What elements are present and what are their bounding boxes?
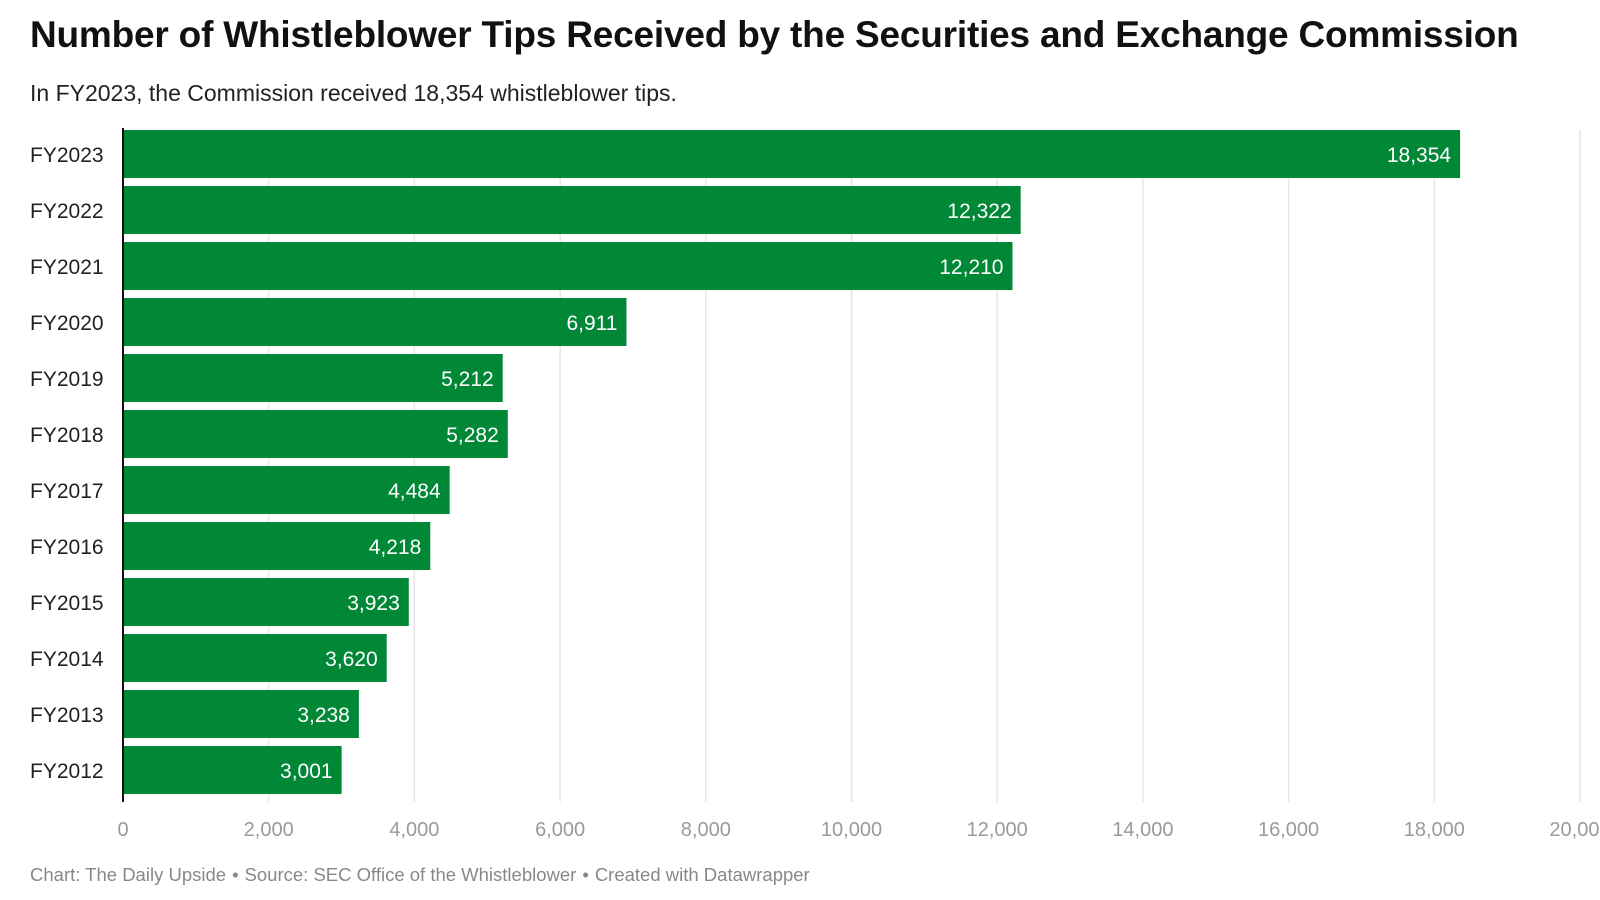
chart-title: Number of Whistleblower Tips Received by… [30,14,1519,55]
bar-value-label: 4,484 [388,480,441,503]
category-label: FY2016 [30,536,104,559]
x-tick-label: 0 [117,819,128,840]
bar [123,690,359,738]
bar-value-label: 12,210 [939,256,1003,279]
source-credit: Source: SEC Office of the Whistleblower [244,864,577,885]
x-tick-label: 2,000 [244,819,294,840]
bar-value-label: 6,911 [566,312,617,335]
bar-chart: 18,354 FY2023 12,322 FY2022 12,210 FY2021 6,91… [30,128,1600,840]
bar [123,578,409,626]
x-tick-label: 4,000 [389,819,439,840]
x-tick-label: 6,000 [535,819,585,840]
x-tick-label: 8,000 [681,819,731,840]
created-with-credit: Created with Datawrapper [594,864,810,885]
x-tick-label: 12,000 [967,819,1028,840]
bar [123,522,431,570]
x-tick-label: 14,000 [1112,819,1173,840]
bar [123,746,342,794]
bar [123,130,1461,178]
category-label: FY2022 [30,200,104,223]
chart-footer: Chart: The Daily Upside • Source: SEC Offi… [30,864,810,885]
bar-value-label: 12,322 [947,200,1011,223]
x-tick-label: 10,000 [821,819,882,840]
bar-value-label: 5,212 [441,368,494,391]
bar-value-label: 3,238 [297,704,350,727]
bar-value-label: 4,218 [369,536,422,559]
category-label: FY2021 [30,256,104,279]
category-label: FY2018 [30,424,104,447]
category-label: FY2023 [30,144,104,167]
category-label: FY2014 [30,648,104,671]
bar-value-label: 3,001 [280,760,333,783]
bar [123,298,627,346]
bar-value-label: 5,282 [446,424,499,447]
chart-credit: Chart: The Daily Upside [30,864,227,885]
bar [123,186,1021,234]
bar-value-label: 3,923 [347,592,400,615]
x-tick-label: 20,000 [1549,819,1600,840]
bar [123,354,503,402]
category-label: FY2012 [30,760,104,783]
category-label: FY2013 [30,704,104,727]
bar [123,410,508,458]
bar [123,466,450,514]
x-tick-label: 16,000 [1258,819,1319,840]
x-tick-label: 18,000 [1404,819,1465,840]
category-label: FY2020 [30,312,104,335]
category-label: FY2019 [30,368,104,391]
category-label: FY2017 [30,480,104,503]
bar [123,634,387,682]
bar-value-label: 3,620 [325,648,378,671]
bar [123,242,1013,290]
bar-value-label: 18,354 [1387,144,1452,167]
category-label: FY2015 [30,592,104,615]
chart-subtitle: In FY2023, the Commission received 18,35… [30,80,677,106]
